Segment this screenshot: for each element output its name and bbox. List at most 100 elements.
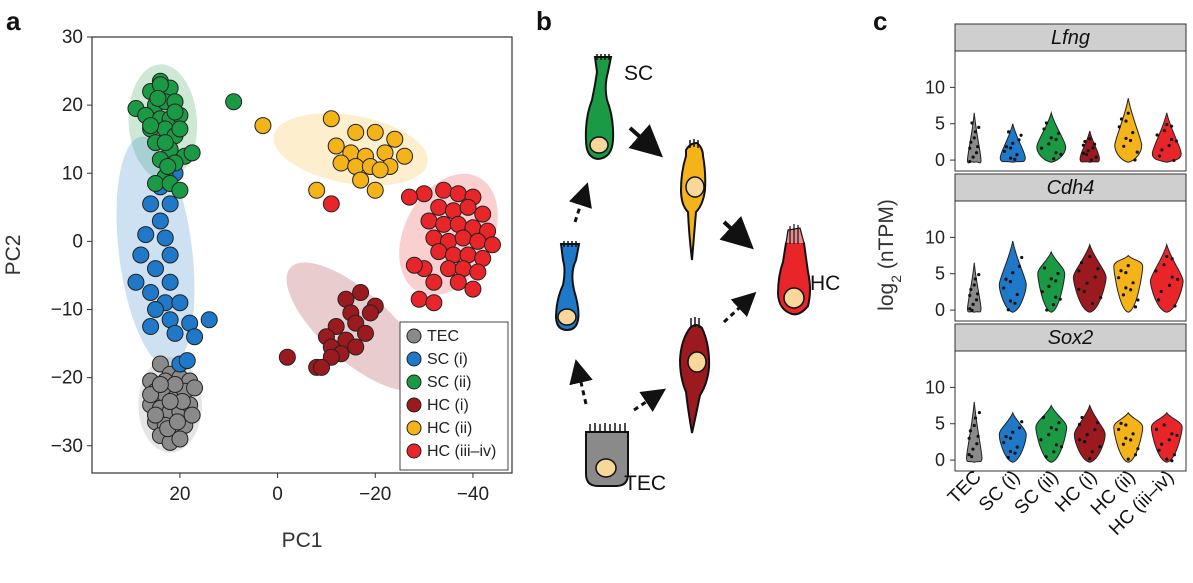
pca-x-ticks: 20 0 −20 −40: [169, 473, 489, 505]
point-hc-iii-iv: [435, 215, 453, 233]
point-tec: [161, 392, 179, 410]
point-sc-ii: [171, 181, 189, 199]
violin-point: [1129, 288, 1133, 292]
violin-point: [1162, 423, 1166, 427]
violin-point: [971, 302, 975, 306]
point-hc-iii-iv: [405, 256, 423, 274]
violin-point: [970, 455, 974, 459]
violin-y-tick-label: 5: [935, 114, 945, 134]
point-hc-i: [361, 304, 379, 322]
violin-point: [1040, 290, 1044, 294]
facet-strip: [954, 23, 1187, 52]
facet-title: Lfng: [1051, 27, 1090, 49]
point-sc-i: [127, 273, 145, 291]
violin-point: [1136, 447, 1140, 451]
violin-point: [972, 136, 976, 140]
violin-point: [1054, 427, 1058, 432]
point-sc-i: [166, 324, 184, 342]
violin-point: [1124, 136, 1128, 141]
x-tick-label: 0: [272, 484, 283, 505]
violin-point: [1157, 154, 1162, 158]
violin-point: [1084, 152, 1089, 156]
facet-strip: [954, 323, 1187, 352]
point-sc-ii: [171, 120, 189, 138]
violin-point: [972, 283, 976, 287]
legend-label-tec: TEC: [427, 328, 459, 345]
violin-point: [969, 140, 973, 144]
violin-point: [1054, 295, 1058, 299]
point-sc-ii: [225, 93, 243, 111]
violin-point: [1041, 415, 1046, 420]
violin-point: [1162, 263, 1166, 267]
point-hc-iii-iv: [430, 198, 448, 216]
point-hc-iii-iv: [425, 273, 443, 291]
y-tick-label: 10: [62, 163, 83, 184]
point-hc-iii-iv: [469, 232, 487, 250]
violin-point: [1002, 149, 1007, 153]
violin-point: [1017, 426, 1022, 430]
point-hc-ii: [322, 110, 340, 128]
violin-point: [1002, 286, 1006, 290]
violin-point: [1002, 441, 1006, 445]
violin-point: [1162, 129, 1166, 133]
violin-point: [1121, 442, 1126, 446]
point-hc-i: [356, 324, 374, 342]
pca-plot-frame: [91, 36, 513, 474]
violin-point: [1019, 133, 1023, 137]
point-sc-i: [186, 328, 204, 346]
violin-point: [1004, 277, 1008, 281]
point-hc-iii-iv: [435, 181, 453, 199]
point-hc-ii: [254, 117, 272, 135]
violin-point: [1058, 297, 1062, 301]
point-tec: [171, 430, 189, 448]
violin-hc-i: [1079, 130, 1100, 163]
violin-point: [1154, 269, 1158, 273]
legend-label-hc-i: HC (i): [427, 397, 469, 414]
point-hc-ii: [347, 123, 365, 141]
violin-point: [1091, 146, 1095, 150]
point-sc-i: [200, 311, 218, 329]
violin-point: [1049, 277, 1053, 281]
violin-point: [967, 436, 971, 440]
point-hc-iii-iv: [400, 188, 418, 206]
violin-point: [969, 287, 973, 292]
panel-letter-c: c: [873, 6, 887, 36]
pca-scatter-plot: 30 20 10 0 −10 −20 −30 20 0 −20 −40 PC1 PC2 TEC SC…: [2, 27, 513, 552]
violin-point: [1011, 141, 1015, 145]
violin-point: [977, 272, 981, 277]
violin-point: [1004, 435, 1008, 439]
arrow-hc-ii-to-hc: [719, 215, 754, 250]
point-sc-i: [132, 246, 150, 264]
point-sc-ii: [159, 157, 177, 175]
point-sc-ii: [183, 144, 201, 162]
arrow-sc-ii-to-hc-ii: [628, 124, 663, 158]
violin-sc-ii: [1035, 404, 1068, 463]
violin-point: [1173, 304, 1177, 308]
violin-point: [1006, 308, 1010, 312]
violin-point: [970, 121, 974, 125]
point-tec: [186, 379, 204, 397]
violin-point: [1167, 143, 1171, 148]
violin-point: [1126, 457, 1130, 461]
lineage-diagram: SC HC: [554, 54, 840, 495]
cell-label-sc: SC: [624, 62, 653, 85]
point-sc-i: [171, 294, 189, 312]
violin-point: [974, 298, 979, 302]
violin-point: [1126, 264, 1130, 268]
y-tick-label: −30: [51, 436, 83, 457]
violin-point: [974, 151, 979, 155]
facet-cdh4: Cdh4 0 5 10: [925, 173, 1187, 322]
violin-hc-i: [1073, 403, 1106, 463]
point-hc-iii-iv: [430, 243, 448, 261]
violin-point: [1133, 453, 1138, 457]
violin-y-tick-label: 0: [935, 450, 945, 470]
violin-point: [1169, 124, 1174, 128]
point-hc-ii: [366, 181, 384, 199]
point-sc-i: [151, 212, 169, 230]
violin-point: [968, 159, 972, 164]
point-hc-i: [278, 348, 296, 366]
violin-point: [1054, 137, 1058, 142]
point-sc-i: [146, 260, 164, 278]
violin-point: [1174, 139, 1178, 143]
violin-point: [970, 308, 974, 312]
